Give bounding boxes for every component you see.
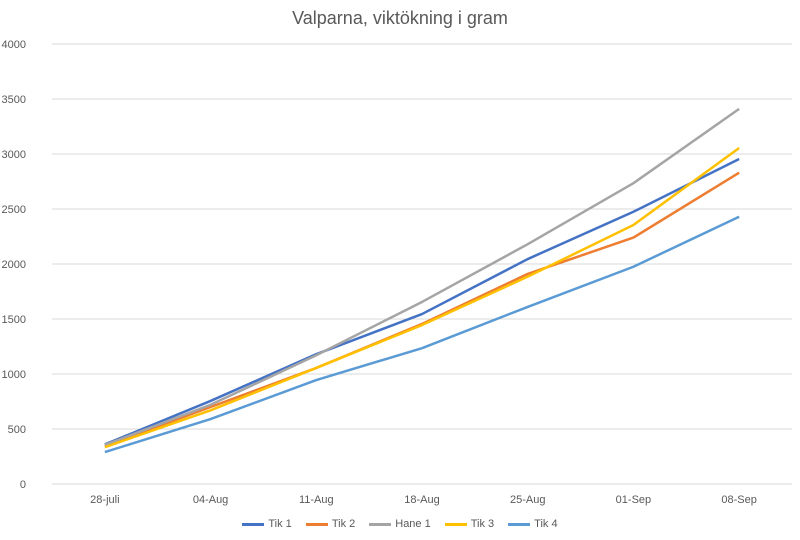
legend-swatch (444, 522, 467, 526)
y-tick-label: 4000 (2, 39, 26, 51)
legend-item: Tik 1 (242, 518, 292, 530)
y-tick-label: 1500 (2, 314, 26, 326)
y-tick-label: 2500 (2, 204, 26, 216)
legend-swatch (242, 522, 265, 526)
chart-title: Valparna, viktökning i gram (292, 8, 508, 28)
y-tick-label: 1000 (2, 369, 26, 381)
y-tick-label: 500 (8, 424, 26, 436)
y-tick-label: 0 (20, 479, 26, 491)
x-tick-label: 25-Aug (510, 494, 545, 506)
legend-item: Hane 1 (369, 518, 431, 530)
legend: Tik 1 Tik 2 Hane 1 Tik 3 Tik 4 (0, 518, 800, 530)
y-tick-label: 3500 (2, 94, 26, 106)
legend-swatch (305, 522, 328, 526)
legend-item: Tik 4 (508, 518, 558, 530)
series-line-tik-1 (104, 157, 740, 446)
x-tick-label: 01-Sep (616, 494, 651, 506)
y-tick-label: 3000 (2, 149, 26, 161)
x-tick-label: 28-juli (90, 494, 119, 506)
legend-label: Tik 2 (331, 518, 356, 530)
legend-swatch (508, 522, 531, 526)
x-tick-label: 08-Sep (721, 494, 756, 506)
x-tick-label: 11-Aug (299, 494, 334, 506)
series-line-tik-4 (104, 215, 740, 454)
legend-item: Tik 2 (305, 518, 356, 530)
legend-label: Tik 3 (470, 518, 495, 530)
series-line-tik-3 (104, 146, 740, 449)
legend-label: Tik 1 (268, 518, 292, 530)
y-tick-label: 2000 (2, 259, 26, 271)
series-line-hane-1 (104, 107, 740, 447)
x-tick-label: 04-Aug (193, 494, 228, 506)
legend-swatch (369, 522, 392, 526)
legend-item: Tik 3 (444, 518, 495, 530)
legend-label: Hane 1 (395, 518, 431, 530)
legend-label: Tik 4 (534, 518, 558, 530)
x-tick-label: 18-Aug (404, 494, 439, 506)
